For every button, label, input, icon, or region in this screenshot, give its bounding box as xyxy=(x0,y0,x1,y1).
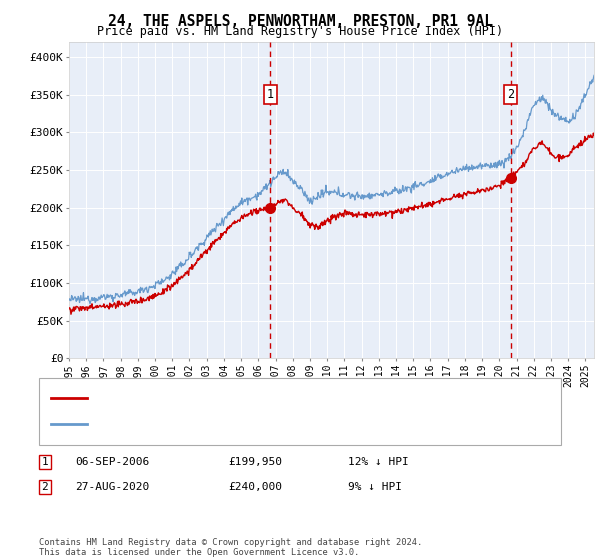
Text: 24, THE ASPELS, PENWORTHAM, PRESTON, PR1 9AL: 24, THE ASPELS, PENWORTHAM, PRESTON, PR1… xyxy=(107,14,493,29)
Text: £199,950: £199,950 xyxy=(228,457,282,467)
Text: 27-AUG-2020: 27-AUG-2020 xyxy=(75,482,149,492)
Text: 1: 1 xyxy=(41,457,49,467)
Text: £240,000: £240,000 xyxy=(228,482,282,492)
Text: 2: 2 xyxy=(507,88,514,101)
Text: 1: 1 xyxy=(267,88,274,101)
Text: 9% ↓ HPI: 9% ↓ HPI xyxy=(348,482,402,492)
Text: Contains HM Land Registry data © Crown copyright and database right 2024.
This d: Contains HM Land Registry data © Crown c… xyxy=(39,538,422,557)
Text: 24, THE ASPELS, PENWORTHAM, PRESTON, PR1 9AL (detached house): 24, THE ASPELS, PENWORTHAM, PRESTON, PR1… xyxy=(93,393,474,403)
Text: 12% ↓ HPI: 12% ↓ HPI xyxy=(348,457,409,467)
Text: Price paid vs. HM Land Registry's House Price Index (HPI): Price paid vs. HM Land Registry's House … xyxy=(97,25,503,38)
Text: 2: 2 xyxy=(41,482,49,492)
Text: HPI: Average price, detached house, South Ribble: HPI: Average price, detached house, Sout… xyxy=(93,419,393,429)
Text: 06-SEP-2006: 06-SEP-2006 xyxy=(75,457,149,467)
